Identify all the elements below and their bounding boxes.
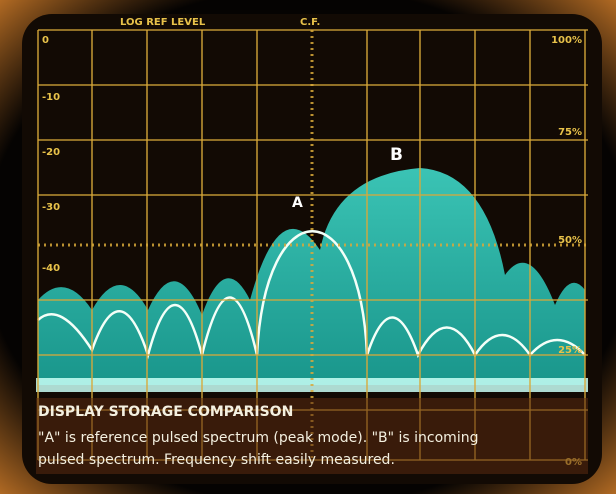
- left-scale: -10: [42, 92, 60, 103]
- caption-line: pulsed spectrum. Frequency shift easily …: [38, 452, 395, 468]
- right-scale: 50%: [558, 235, 582, 246]
- right-scale: 25%: [558, 345, 582, 356]
- caption-box: [36, 398, 588, 474]
- right-scale: 100%: [551, 35, 582, 46]
- header-center: C.F.: [300, 17, 320, 28]
- caption-line: "A" is reference pulsed spectrum (peak m…: [38, 430, 478, 446]
- marker-a: A: [292, 195, 303, 211]
- graticule: [37, 29, 588, 461]
- left-scale: 0: [42, 35, 49, 46]
- left-scale: -40: [42, 263, 60, 274]
- trace-a: [37, 230, 586, 360]
- marker-b: B: [390, 145, 403, 165]
- caption-title: DISPLAY STORAGE COMPARISON: [38, 404, 293, 420]
- right-scale: 75%: [558, 127, 582, 138]
- header-left: LOG REF LEVEL: [120, 17, 206, 28]
- left-scale: -20: [42, 147, 60, 158]
- left-scale: -30: [42, 202, 60, 213]
